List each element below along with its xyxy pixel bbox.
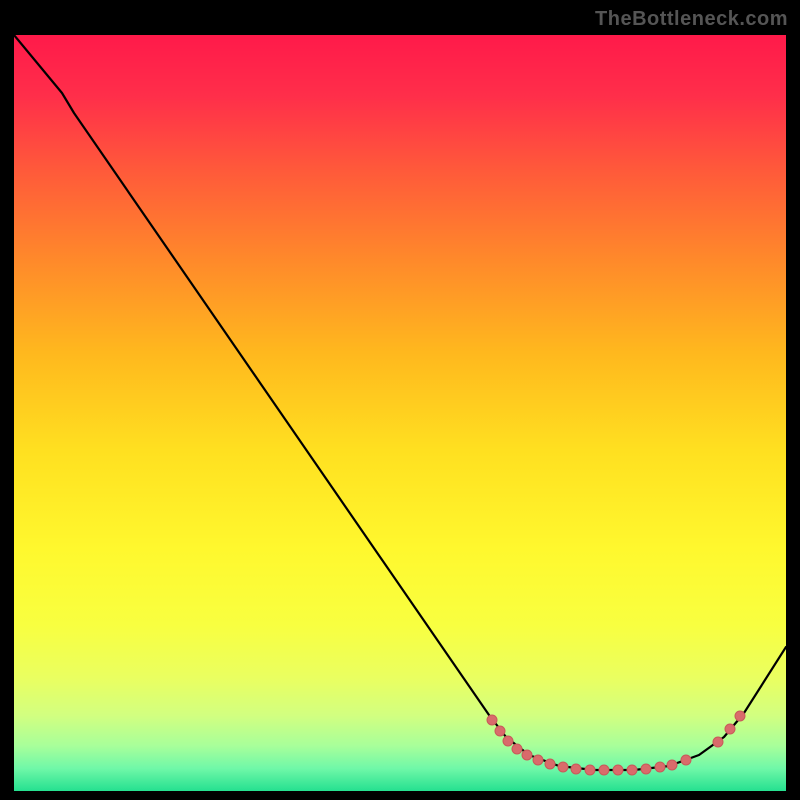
data-marker (503, 736, 513, 746)
data-marker (571, 764, 581, 774)
data-marker (533, 755, 543, 765)
data-marker (641, 764, 651, 774)
data-marker (512, 744, 522, 754)
data-marker (522, 750, 532, 760)
data-marker (713, 737, 723, 747)
data-marker (667, 760, 677, 770)
data-marker (655, 762, 665, 772)
data-marker (545, 759, 555, 769)
data-marker (735, 711, 745, 721)
data-marker (725, 724, 735, 734)
chart-area (14, 35, 786, 791)
watermark-text: TheBottleneck.com (595, 8, 788, 31)
data-marker (613, 765, 623, 775)
gradient-background (14, 35, 786, 791)
data-marker (599, 765, 609, 775)
data-marker (495, 726, 505, 736)
data-marker (627, 765, 637, 775)
data-marker (585, 765, 595, 775)
data-marker (487, 715, 497, 725)
data-marker (681, 755, 691, 765)
data-marker (558, 762, 568, 772)
chart-svg (14, 35, 786, 791)
